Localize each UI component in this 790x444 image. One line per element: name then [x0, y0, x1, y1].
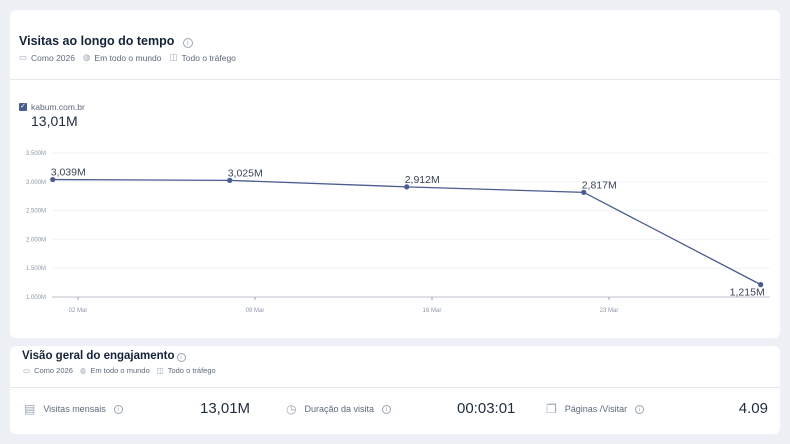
metric-visit-duration: ◷ Duração da visita i	[286, 402, 392, 416]
x-tick-label: 09 Mar	[246, 308, 265, 314]
metric-pages-per-visit: ❐ Páginas /Visitar i	[546, 402, 645, 416]
calendar-icon: ▭	[19, 52, 28, 62]
y-tick-label: 3.500M	[26, 151, 46, 157]
data-label: 1,215M	[730, 287, 765, 299]
metric-value: 00:03:01	[457, 400, 516, 417]
filters: ▭ Como 2026 ◍ Em todo o mundo ◫ Todo o tráf…	[19, 52, 236, 63]
metric-value: 13,01M	[200, 400, 251, 417]
y-tick-label: 3.000M	[26, 180, 46, 186]
engagement-card: Visão geral do engajamento i ▭ Como 2026 ◍…	[10, 346, 780, 434]
filters: ▭ Como 2026 ◍ Em todo o mundo ◫ Todo o tráf…	[23, 366, 216, 375]
globe-icon: ◍	[79, 366, 87, 375]
globe-icon: ◍	[82, 52, 91, 62]
divider	[10, 79, 780, 80]
data-point	[50, 176, 56, 183]
data-label: 3,039M	[51, 167, 86, 179]
calendar-icon: ▤	[24, 402, 36, 416]
divider	[10, 387, 780, 388]
devices-icon: ◫	[169, 52, 178, 62]
checkbox-icon[interactable]: ✓	[19, 103, 27, 111]
data-label: 2,912M	[405, 174, 440, 186]
y-tick-label: 2.500M	[26, 209, 46, 215]
card-title: Visão geral do engajamento i	[22, 350, 186, 362]
x-tick-label: 16 Mar	[423, 308, 442, 314]
data-point	[404, 184, 410, 190]
legend-item[interactable]: ✓ kabum.com.br	[19, 102, 85, 112]
y-tick-label: 1.000M	[26, 295, 46, 301]
legend-total: 13,01M	[31, 113, 78, 129]
data-label: 2,817M	[582, 179, 617, 191]
devices-icon: ◫	[156, 366, 164, 375]
line-chart: 1.000M 1.500M 2.000M 2.500M 3.000M 3.500M 02 M…	[26, 151, 770, 314]
stopwatch-icon: ◷	[286, 402, 297, 416]
data-label: 3,025M	[228, 167, 263, 179]
info-icon[interactable]: i	[382, 404, 392, 414]
data-point	[581, 189, 587, 195]
y-tick-label: 1.500M	[26, 266, 46, 272]
card-title: Visitas ao longo do tempo i	[19, 34, 193, 48]
visits-over-time-card: Visitas ao longo do tempo i ▭ Como 2026 ◍…	[10, 10, 780, 338]
x-tick-label: 23 Mar	[600, 308, 619, 314]
x-tick-label: 02 Mar	[69, 308, 88, 314]
metric-monthly-visits: ▤ Visitas mensais i	[24, 402, 123, 416]
metric-value: 4.09	[738, 400, 768, 417]
y-tick-label: 2.000M	[26, 237, 46, 243]
series-line	[52, 178, 762, 286]
info-icon[interactable]: i	[113, 404, 123, 414]
info-icon[interactable]: i	[635, 404, 645, 414]
data-point	[758, 282, 764, 288]
info-icon[interactable]: i	[176, 353, 186, 362]
pages-icon: ❐	[546, 402, 557, 416]
data-point	[227, 177, 233, 183]
info-icon[interactable]: i	[182, 38, 193, 48]
calendar-icon: ▭	[23, 366, 31, 375]
